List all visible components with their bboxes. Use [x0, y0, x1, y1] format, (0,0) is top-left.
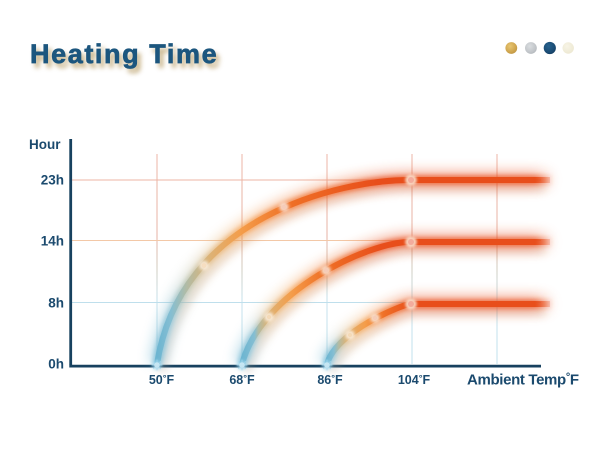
svg-text:68°F: 68°F [229, 373, 255, 387]
svg-text:86°F: 86°F [317, 373, 343, 387]
svg-text:Ambient Temp°F: Ambient Temp°F [467, 372, 579, 389]
svg-text:Heating Time: Heating Time [30, 39, 218, 69]
svg-text:50°F: 50°F [149, 373, 175, 387]
svg-text:Heating Time: Heating Time [34, 44, 222, 74]
svg-text:0h: 0h [48, 357, 64, 372]
svg-text:23h: 23h [41, 173, 64, 188]
svg-text:14h: 14h [41, 234, 64, 249]
svg-text:8h: 8h [48, 296, 64, 311]
svg-text:Hour: Hour [29, 137, 61, 152]
svg-text:104°F: 104°F [398, 373, 431, 387]
